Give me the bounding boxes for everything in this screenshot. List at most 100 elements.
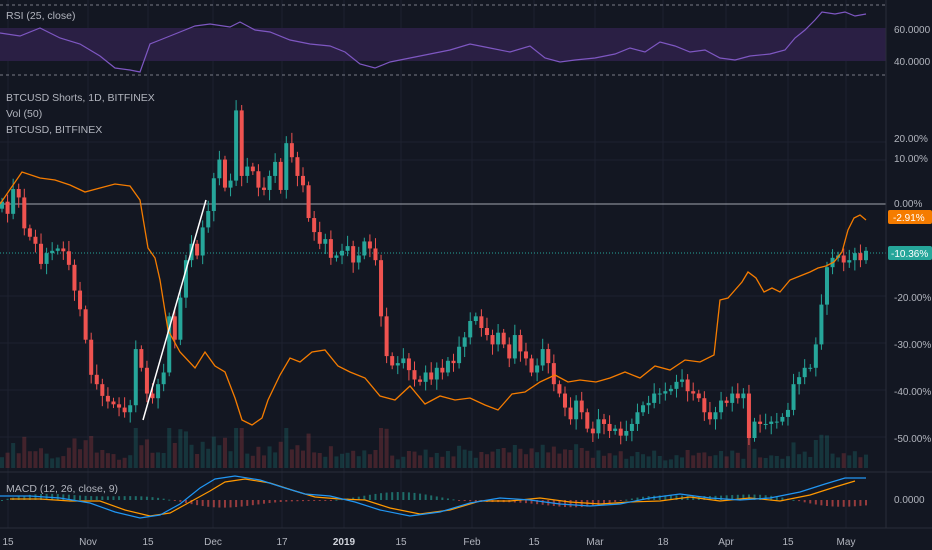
candle-body [863,250,869,261]
x-label-mar: Mar [586,537,604,548]
candle-body [440,367,445,373]
candle-body [713,412,718,420]
candle-body [406,358,411,371]
volume-bar [691,455,696,468]
volume-bar [250,455,255,468]
candle-body [100,384,105,396]
volume-bar [618,451,623,468]
candle-body [579,400,584,413]
volume-bar [713,455,718,468]
candle-body [752,421,757,438]
candle-body [16,189,21,198]
candle-body [602,419,607,424]
macd-hist-bar [825,500,828,507]
volume-bar [797,454,802,468]
macd-tick-0: 0.0000 [894,495,925,506]
volume-bar [206,448,211,468]
macd-hist-bar [84,495,87,500]
volume-bar [780,458,785,468]
macd-hist-bar [407,492,410,500]
candle-body [289,143,294,158]
volume-bar [863,454,869,468]
candle-body [707,412,712,420]
candle-body [367,241,372,249]
macd-hist-bar [720,495,723,500]
macd-hist-bar [792,499,795,501]
macd-hist-bar [229,500,232,508]
volume-bar [261,455,266,468]
volume-bar [367,454,372,468]
volume-bar [373,450,378,468]
volume-bar [440,456,445,468]
volume-bar [680,457,685,468]
candle-body [245,166,250,176]
candle-body [691,391,696,394]
candle-body [457,346,462,364]
candle-body [852,253,857,261]
candle-body [178,297,183,340]
volume-bar [685,450,690,468]
volume-bar [317,453,322,468]
macd-hist-bar [569,500,572,508]
macd-hist-bar [145,496,148,500]
candle-body [501,332,506,345]
candle-body [239,110,244,176]
candle-body [819,304,824,345]
macd-hist-bar [747,494,750,500]
x-label-may: May [837,537,856,548]
rsi-pane[interactable]: RSI (25, close) 60.0000 40.0000 [0,4,931,76]
candle-body [306,185,311,219]
candle-body [479,316,484,329]
macd-hist-bar [385,492,388,500]
volume-bar [379,428,384,468]
volume-bar [39,448,44,468]
candle-body [585,412,590,429]
volume-bar [267,446,272,468]
macd-hist-bar [374,493,377,500]
macd-hist-bar [95,496,98,500]
macd-hist-bar [73,495,76,500]
price-tick-minus20: -20.00% [894,293,931,304]
macd-hist-bar [62,494,65,500]
candle-body [629,423,634,431]
trendline[interactable] [142,199,207,421]
macd-hist-bar [168,499,171,501]
macd-hist-bar [541,500,544,505]
macd-hist-bar [675,495,678,500]
x-label-nov: Nov [79,537,97,548]
volume-bar [16,453,21,468]
macd-hist-bar [764,495,767,500]
x-label-mar-18: 18 [657,537,669,548]
volume-bar [239,428,244,468]
orange-price-badge-text: -2.91% [893,213,925,224]
macd-hist-bar [123,496,126,500]
volume-bar [189,444,194,468]
candle-body [356,255,361,263]
macd-hist-bar [1,500,3,501]
volume-bar [758,457,763,468]
macd-hist-bar [513,500,516,503]
candle-body [300,175,306,186]
rsi-legend: RSI (25, close) [6,10,75,22]
main-pane[interactable]: BTCUSD Shorts, 1D, BITFINEX Vol (50) BTC… [0,92,932,468]
time-axis[interactable]: 15 Nov 15 Dec 17 2019 15 Feb 15 Mar 18 A… [2,537,855,548]
volume-bar [808,457,813,468]
chart-grid [0,0,886,528]
candle-body [546,349,551,364]
macd-hist-bar [67,494,70,500]
volume-bar [724,456,729,468]
main-legend-line-1: BTCUSD Shorts, 1D, BITFINEX [6,92,155,104]
volume-bar [362,450,367,468]
candle-body [523,351,528,359]
macd-pane[interactable]: MACD (12, 26, close, 9) 0.0000 [0,471,932,519]
macd-hist-bar [597,500,600,506]
volume-bar [423,449,428,468]
candle-body [139,349,144,368]
macd-main-line [0,475,866,519]
candle-body [22,197,27,229]
macd-hist-bar [368,494,371,500]
candle-body [646,402,651,406]
price-tick-minus50: -50.00% [894,434,931,445]
volume-bar [228,451,233,468]
